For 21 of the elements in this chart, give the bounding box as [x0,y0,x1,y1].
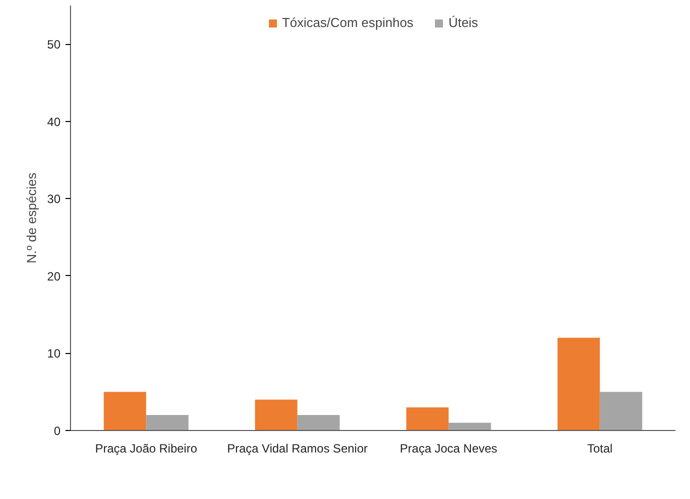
x-tick-label: Total [587,442,613,456]
y-tick-label: 10 [47,346,61,361]
y-tick-label: 40 [47,114,61,129]
y-tick-label: 0 [54,424,61,438]
y-tick-label: 50 [47,38,61,52]
y-tick-label: 20 [47,269,61,284]
bar [146,415,188,430]
y-tick-label: 30 [47,192,61,206]
bar [448,422,491,430]
bar [406,407,449,430]
bar [104,392,146,430]
bar [255,400,298,430]
bar [600,392,642,430]
legend-label: Tóxicas/Com espinhos [282,15,414,30]
x-tick-label: Praça Vidal Ramos Senior [227,442,368,456]
legend-label: Úteis [448,15,478,30]
bar [558,338,600,430]
x-tick-label: Praça Joca Neves [400,442,498,456]
x-tick-label: Praça João Ribeiro [95,442,198,456]
y-axis-title: N.º de espécies [24,172,40,264]
bar [297,415,340,430]
